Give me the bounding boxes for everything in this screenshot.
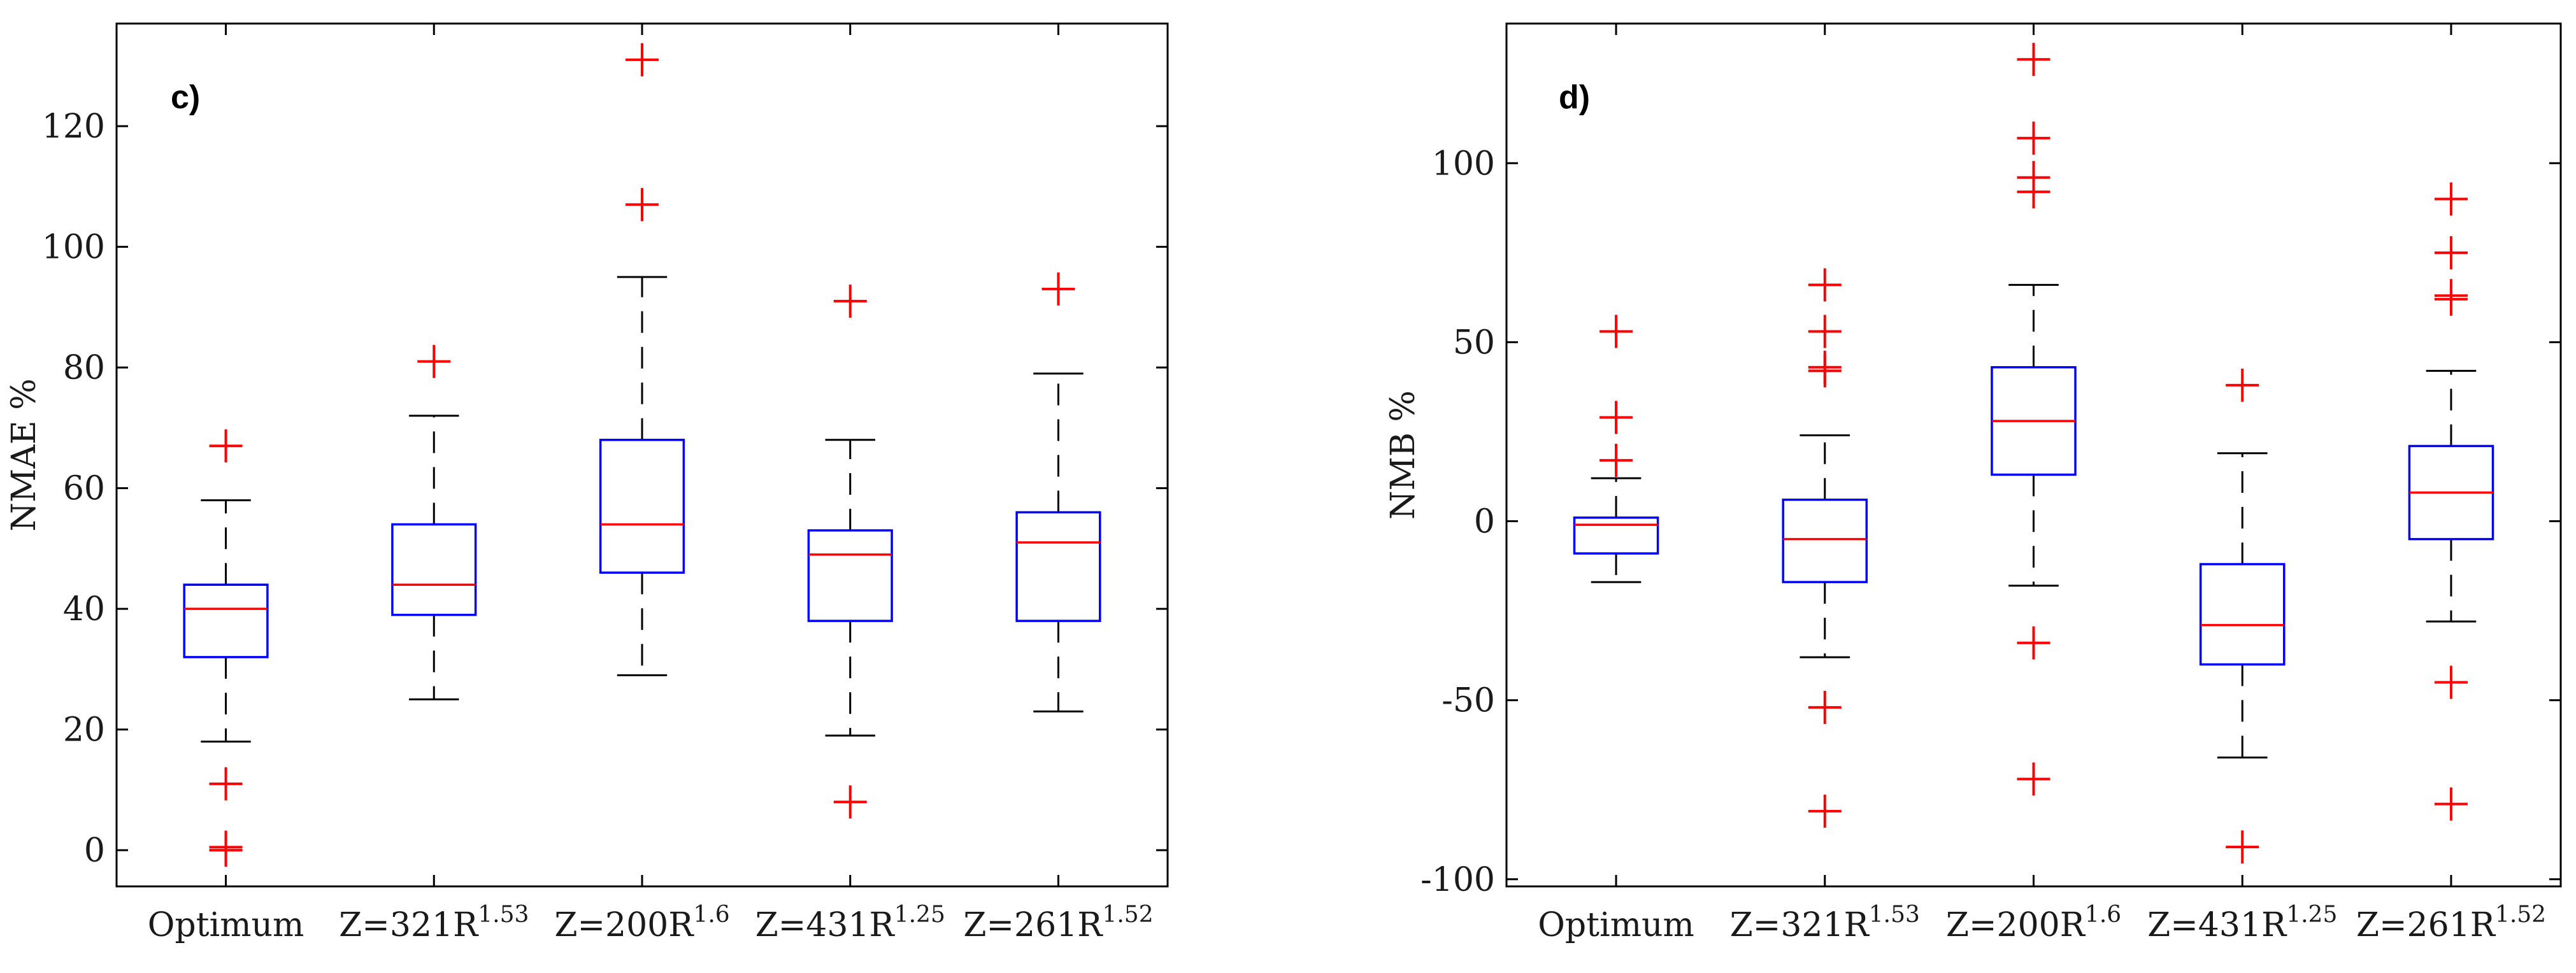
outlier-marker bbox=[1599, 315, 1633, 348]
y-tick-label: 20 bbox=[63, 711, 105, 749]
y-tick-label: 0 bbox=[1474, 503, 1495, 541]
box-group-4 bbox=[807, 284, 893, 819]
outlier-marker bbox=[209, 767, 243, 800]
x-tick-label: Z=431R1.25 bbox=[755, 902, 945, 944]
outlier-marker bbox=[2434, 236, 2468, 269]
box-group-3 bbox=[1991, 43, 2077, 796]
y-tick-label: 0 bbox=[84, 832, 105, 870]
box-group-3 bbox=[599, 43, 685, 676]
panel-label: d) bbox=[1559, 79, 1590, 116]
outlier-marker bbox=[2226, 368, 2259, 402]
outlier-marker bbox=[2017, 175, 2050, 209]
x-tick-label: Optimum bbox=[148, 906, 304, 944]
panel-c-nmae: 0 20 40 60 80 100 120 c) NMAE % Optimum Z=321R1.53… bbox=[5, 22, 1169, 944]
outlier-marker bbox=[2434, 787, 2468, 821]
x-tick-label: Z=200R1.6 bbox=[1946, 902, 2121, 944]
outlier-marker bbox=[209, 834, 243, 867]
outlier-marker bbox=[1808, 268, 1842, 302]
outlier-marker bbox=[2434, 665, 2468, 699]
outlier-marker bbox=[2017, 762, 2050, 796]
outlier-marker bbox=[626, 188, 659, 222]
x-tick-label: Z=321R1.53 bbox=[1730, 902, 1920, 944]
y-tick-label: 50 bbox=[1453, 323, 1495, 362]
y-tick-label: -100 bbox=[1420, 861, 1495, 899]
box-group-2 bbox=[391, 344, 477, 700]
outlier-marker bbox=[1808, 354, 1842, 388]
box-group-4 bbox=[2199, 368, 2286, 864]
outlier-marker bbox=[209, 429, 243, 463]
x-tick-label: Z=261R1.52 bbox=[963, 902, 1153, 944]
x-tick-label: Z=321R1.53 bbox=[339, 902, 529, 944]
iqr-box bbox=[1782, 499, 1868, 583]
panel-d-nmb: -100 -50 0 50 100 d) NMB % Optimum Z=321R1.53 Z=2… bbox=[1384, 22, 2562, 944]
outlier-marker bbox=[1041, 272, 1075, 306]
iqr-box bbox=[807, 529, 893, 622]
y-tick-label: 40 bbox=[63, 590, 105, 629]
box-group-1 bbox=[183, 429, 269, 867]
outlier-marker bbox=[2017, 121, 2050, 155]
box-group-1 bbox=[1573, 315, 1659, 583]
outlier-marker bbox=[2434, 282, 2468, 316]
y-tick-label: 120 bbox=[42, 108, 105, 146]
x-tick-label: Optimum bbox=[1538, 906, 1694, 944]
plot-frame bbox=[115, 22, 1169, 888]
y-tick-label: 100 bbox=[42, 229, 105, 267]
outlier-marker bbox=[626, 43, 659, 76]
outlier-marker bbox=[1599, 443, 1633, 477]
iqr-box bbox=[2199, 563, 2286, 666]
outlier-marker bbox=[1808, 315, 1842, 348]
y-tick-label: -50 bbox=[1442, 682, 1495, 720]
y-tick-label: 80 bbox=[63, 349, 105, 387]
y-axis-label: NMB % bbox=[1384, 390, 1422, 520]
outlier-marker bbox=[2017, 43, 2050, 76]
outlier-marker bbox=[2017, 626, 2050, 660]
outlier-marker bbox=[2226, 830, 2259, 864]
iqr-box bbox=[183, 583, 269, 658]
iqr-box bbox=[599, 439, 685, 574]
y-axis-label: NMAE % bbox=[5, 378, 43, 531]
y-tick-label: 100 bbox=[1432, 145, 1495, 183]
panel-label: c) bbox=[171, 79, 200, 116]
x-tick-label: Z=261R1.52 bbox=[2356, 902, 2546, 944]
outlier-marker bbox=[1599, 401, 1633, 434]
outlier-marker bbox=[417, 344, 451, 378]
box-group-2 bbox=[1782, 268, 1868, 828]
outlier-marker bbox=[833, 284, 867, 318]
y-tick-label: 60 bbox=[63, 470, 105, 508]
outlier-marker bbox=[2434, 182, 2468, 216]
iqr-box bbox=[1015, 511, 1101, 622]
x-tick-label: Z=431R1.25 bbox=[2147, 902, 2337, 944]
iqr-box bbox=[1573, 516, 1659, 555]
outlier-marker bbox=[1808, 794, 1842, 828]
box-group-5 bbox=[2408, 182, 2494, 821]
outlier-marker bbox=[833, 785, 867, 819]
outlier-marker bbox=[1808, 690, 1842, 724]
x-tick-label: Z=200R1.6 bbox=[554, 902, 729, 944]
box-group-5 bbox=[1015, 272, 1101, 713]
iqr-box bbox=[391, 523, 477, 616]
